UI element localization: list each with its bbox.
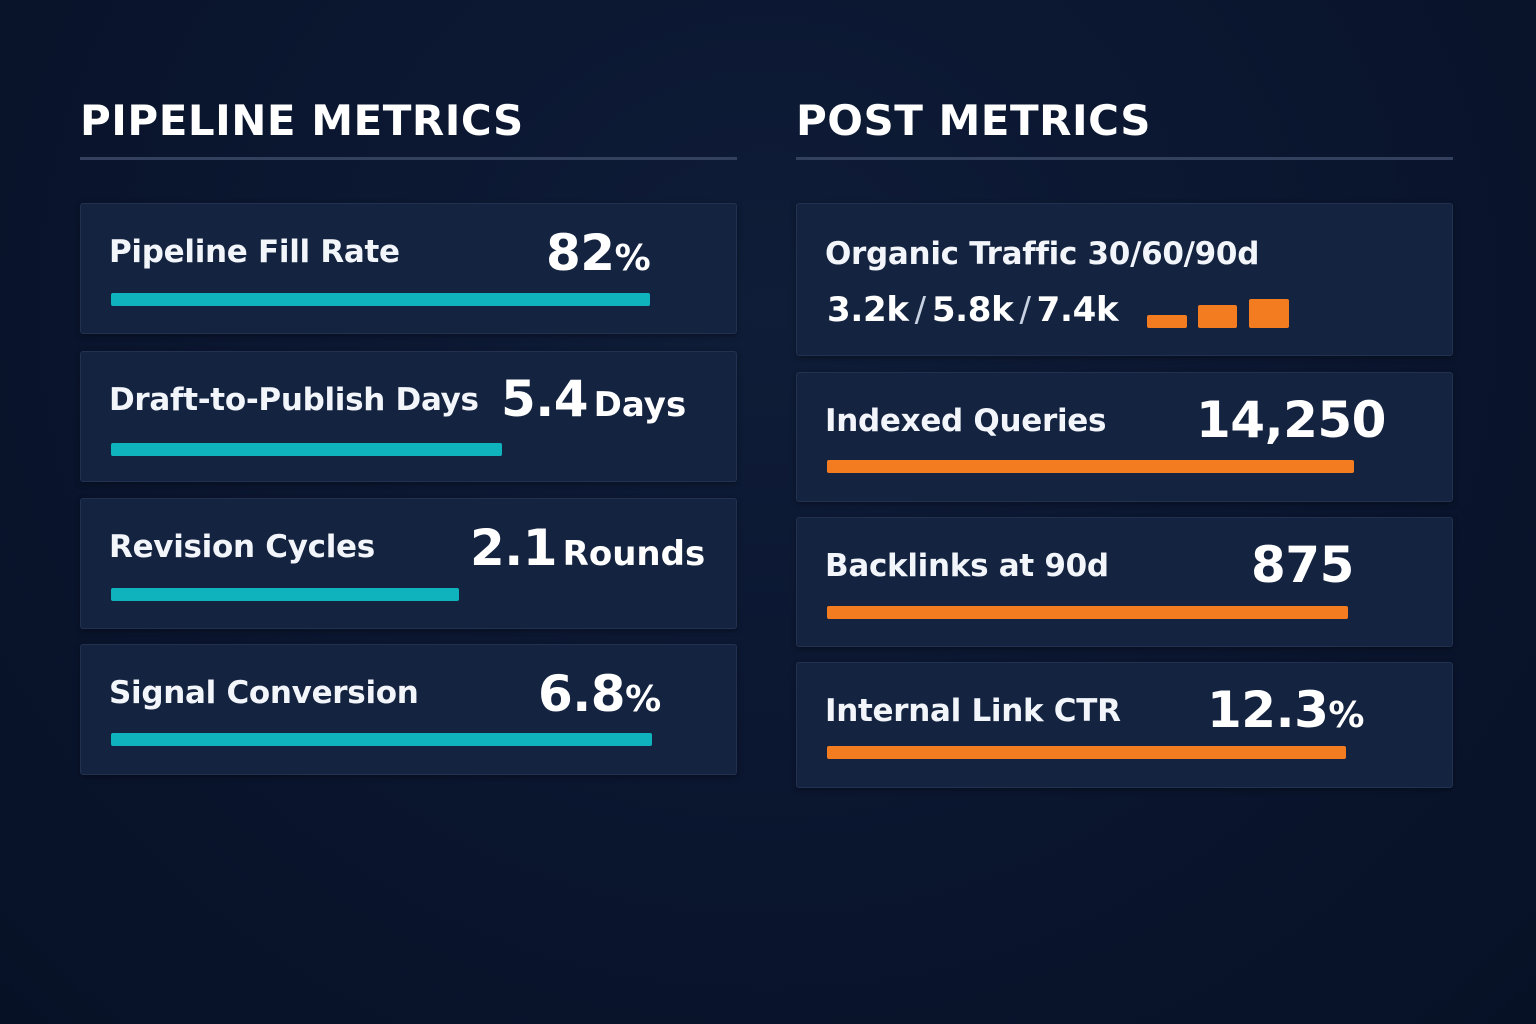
pipeline-title-divider bbox=[80, 157, 737, 160]
traffic-30d-bar bbox=[1147, 315, 1187, 328]
metric-label: Backlinks at 90d bbox=[825, 548, 1109, 584]
progress-bar bbox=[111, 733, 652, 746]
progress-bar bbox=[111, 588, 459, 601]
metric-label: Draft-to-Publish Days bbox=[109, 382, 479, 418]
metric-label: Signal Conversion bbox=[109, 675, 419, 711]
traffic-60d-value: 5.8k bbox=[931, 290, 1014, 330]
metric-value: 5.4 Days bbox=[501, 370, 687, 428]
internal-link-ctr-card: Internal Link CTR 12.3% bbox=[796, 662, 1453, 788]
metric-label: Pipeline Fill Rate bbox=[109, 234, 400, 270]
progress-bar bbox=[827, 746, 1346, 759]
signal-conversion-card: Signal Conversion 6.8% bbox=[80, 644, 737, 775]
metric-label: Indexed Queries bbox=[825, 403, 1107, 439]
traffic-90d-bar bbox=[1249, 299, 1289, 328]
post-title-divider bbox=[796, 157, 1453, 160]
revision-cycles-card: Revision Cycles 2.1 Rounds bbox=[80, 498, 737, 629]
traffic-30d-value: 3.2k bbox=[827, 290, 909, 330]
organic-traffic-card: Organic Traffic 30/60/90d 3.2k/5.8k/7.4k bbox=[796, 203, 1453, 356]
draft-to-publish-days-card: Draft-to-Publish Days 5.4 Days bbox=[80, 351, 737, 482]
traffic-separator: / bbox=[1019, 290, 1031, 330]
progress-bar bbox=[111, 443, 502, 456]
pipeline-fill-rate-card: Pipeline Fill Rate 82% bbox=[80, 203, 737, 334]
metric-value: 14,250 bbox=[1196, 391, 1386, 449]
metric-value: 12.3% bbox=[1207, 681, 1365, 739]
metric-value: 6.8% bbox=[538, 665, 662, 723]
traffic-90d-value: 7.4k bbox=[1036, 290, 1119, 330]
metric-value: 82% bbox=[546, 224, 651, 282]
post-metrics-title: POST METRICS bbox=[796, 96, 1151, 145]
metric-label: Organic Traffic 30/60/90d bbox=[825, 236, 1260, 272]
progress-bar bbox=[827, 460, 1354, 473]
metric-label: Revision Cycles bbox=[109, 529, 375, 565]
traffic-60d-bar bbox=[1198, 305, 1237, 328]
traffic-separator: / bbox=[914, 290, 926, 330]
progress-bar bbox=[827, 606, 1348, 619]
traffic-values: 3.2k/5.8k/7.4k bbox=[827, 290, 1119, 330]
progress-bar bbox=[111, 293, 650, 306]
pipeline-metrics-title: PIPELINE METRICS bbox=[80, 96, 524, 145]
metric-label: Internal Link CTR bbox=[825, 693, 1121, 729]
backlinks-card: Backlinks at 90d 875 bbox=[796, 517, 1453, 647]
metric-value: 2.1 Rounds bbox=[470, 519, 706, 577]
metric-value: 875 bbox=[1251, 536, 1354, 594]
indexed-queries-card: Indexed Queries 14,250 bbox=[796, 372, 1453, 502]
